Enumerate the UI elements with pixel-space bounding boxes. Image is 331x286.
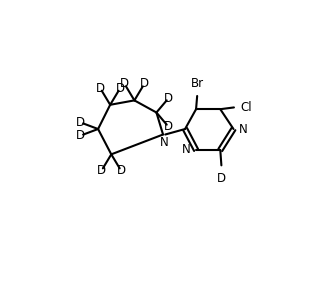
Text: D: D [97,164,106,177]
Text: N: N [160,136,168,149]
Text: D: D [120,78,129,90]
Text: D: D [96,82,105,95]
Text: Cl: Cl [240,101,252,114]
Text: D: D [116,82,125,95]
Text: D: D [76,129,85,142]
Text: D: D [140,78,149,90]
Text: Br: Br [191,77,204,90]
Text: D: D [164,92,173,105]
Text: N: N [239,122,248,136]
Text: D: D [117,164,126,177]
Text: D: D [76,116,85,129]
Text: D: D [164,120,173,133]
Text: N: N [182,144,191,156]
Text: D: D [217,172,226,185]
